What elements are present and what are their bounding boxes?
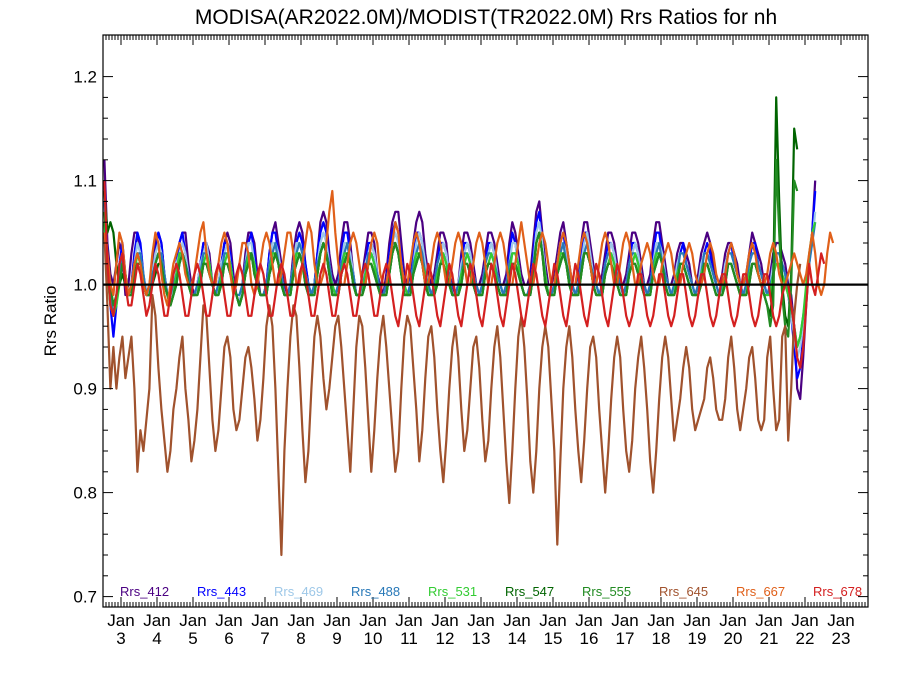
x-tick-label-year: 6 <box>224 629 233 648</box>
x-tick-label-month: Jan <box>107 611 134 630</box>
x-tick-label-year: 17 <box>616 629 635 648</box>
legend-entry-rrs-645: Rrs_645 <box>659 584 708 599</box>
legend-entry-rrs-531: Rrs_531 <box>428 584 477 599</box>
x-tick-label-year: 21 <box>760 629 779 648</box>
x-tick-label-year: 18 <box>652 629 671 648</box>
x-tick-label-month: Jan <box>611 611 638 630</box>
x-tick-label-year: 10 <box>364 629 383 648</box>
x-tick-label-month: Jan <box>575 611 602 630</box>
legend-entry-rrs-678: Rrs_678 <box>813 584 862 599</box>
x-tick-label-month: Jan <box>179 611 206 630</box>
legend-entry-rrs-667: Rrs_667 <box>736 584 785 599</box>
y-tick-label: 0.7 <box>73 588 97 607</box>
series-line-rrs-678 <box>103 180 826 369</box>
y-tick-label: 1.0 <box>73 276 97 295</box>
x-tick-label-year: 22 <box>796 629 815 648</box>
x-tick-label-month: Jan <box>359 611 386 630</box>
axes-layer: 0.70.80.91.01.11.2Jan3Jan4Jan5Jan6Jan7Ja… <box>73 34 869 648</box>
x-tick-label-month: Jan <box>323 611 350 630</box>
series-line-rrs-555 <box>103 158 799 338</box>
x-tick-label-month: Jan <box>539 611 566 630</box>
x-tick-label-year: 8 <box>296 629 305 648</box>
x-tick-label-month: Jan <box>215 611 242 630</box>
x-tick-label-month: Jan <box>467 611 494 630</box>
plot-frame <box>102 34 869 608</box>
x-tick-label-year: 7 <box>260 629 269 648</box>
x-tick-label-year: 19 <box>688 629 707 648</box>
x-tick-label-year: 16 <box>580 629 599 648</box>
x-tick-label-month: Jan <box>143 611 170 630</box>
x-tick-label-month: Jan <box>827 611 854 630</box>
x-tick-label-year: 3 <box>116 629 125 648</box>
x-tick-label-year: 15 <box>544 629 563 648</box>
series-layer <box>103 96 835 557</box>
x-tick-label-month: Jan <box>647 611 674 630</box>
x-tick-label-year: 23 <box>832 629 851 648</box>
x-tick-label-year: 12 <box>436 629 455 648</box>
legend-entry-rrs-488: Rrs_488 <box>351 584 400 599</box>
y-axis-label: Rrs Ratio <box>41 286 60 357</box>
legend-entry-rrs-443: Rrs_443 <box>197 584 246 599</box>
x-tick-label-month: Jan <box>431 611 458 630</box>
legend-entry-rrs-547: Rrs_547 <box>505 584 554 599</box>
x-tick-label-year: 13 <box>472 629 491 648</box>
x-tick-label-month: Jan <box>251 611 278 630</box>
legend-entry-rrs-555: Rrs_555 <box>582 584 631 599</box>
x-tick-label-month: Jan <box>719 611 746 630</box>
y-tick-label: 0.8 <box>73 484 97 503</box>
x-tick-label-month: Jan <box>791 611 818 630</box>
series-line-rrs-645 <box>103 232 802 557</box>
x-tick-label-year: 5 <box>188 629 197 648</box>
x-tick-label-year: 14 <box>508 629 527 648</box>
x-tick-label-year: 4 <box>152 629 161 648</box>
y-tick-label: 0.9 <box>73 380 97 399</box>
legend-entry-rrs-412: Rrs_412 <box>120 584 169 599</box>
x-tick-label-month: Jan <box>755 611 782 630</box>
legend-entry-rrs-469: Rrs_469 <box>274 584 323 599</box>
legend: Rrs_412 Rrs_443 Rrs_469 Rrs_488 Rrs_531 Rrs_5… <box>120 584 862 599</box>
y-tick-label: 1.2 <box>73 68 97 87</box>
x-tick-label-month: Jan <box>503 611 530 630</box>
x-tick-label-year: 9 <box>332 629 341 648</box>
x-tick-label-month: Jan <box>395 611 422 630</box>
y-tick-label: 1.1 <box>73 172 97 191</box>
x-tick-label-month: Jan <box>683 611 710 630</box>
x-tick-label-year: 11 <box>400 629 418 648</box>
chart-title: MODISA(AR2022.0M)/MODIST(TR2022.0M) Rrs … <box>195 6 777 29</box>
x-tick-label-year: 20 <box>724 629 743 648</box>
x-tick-label-month: Jan <box>287 611 314 630</box>
